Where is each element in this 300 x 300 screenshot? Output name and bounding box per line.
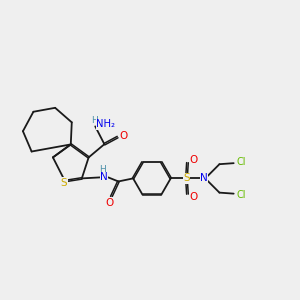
- Text: H: H: [99, 165, 106, 174]
- Text: N: N: [100, 172, 108, 182]
- Text: S: S: [61, 178, 67, 188]
- Text: O: O: [105, 198, 113, 208]
- Text: H: H: [92, 116, 98, 125]
- Text: O: O: [189, 155, 197, 165]
- Text: Cl: Cl: [236, 157, 246, 167]
- Text: S: S: [183, 173, 190, 183]
- Text: N: N: [200, 173, 208, 183]
- Text: NH₂: NH₂: [96, 119, 115, 129]
- Text: O: O: [189, 192, 197, 202]
- Text: Cl: Cl: [236, 190, 246, 200]
- Text: O: O: [119, 130, 127, 141]
